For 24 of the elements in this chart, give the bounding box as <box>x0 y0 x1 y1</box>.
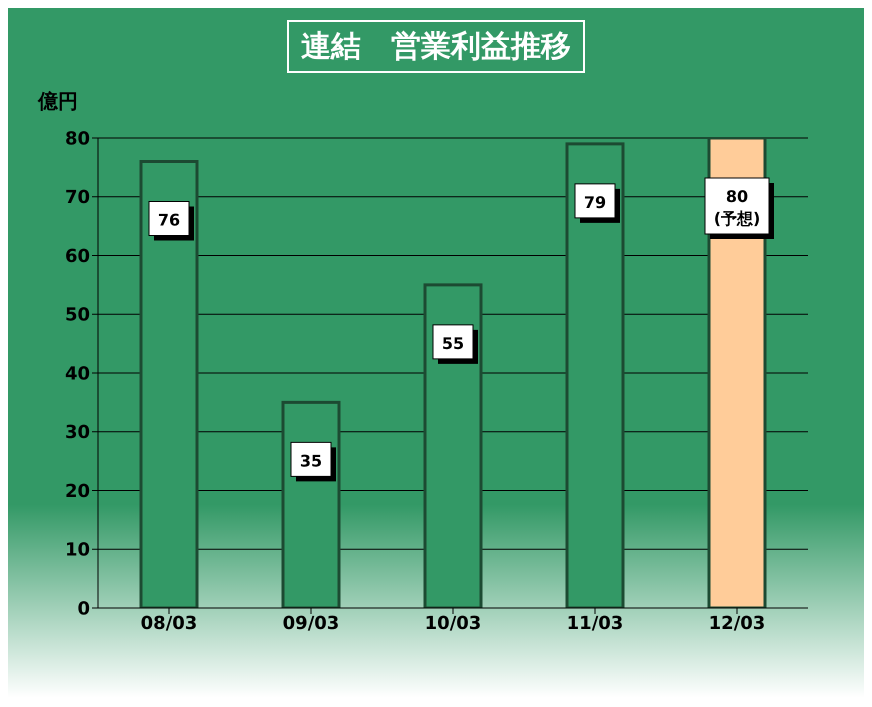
y-tick-label: 50 <box>64 304 90 326</box>
y-tick-label: 80 <box>64 128 90 150</box>
y-tick-label: 0 <box>77 598 90 620</box>
x-tick-label: 08/03 <box>140 612 198 634</box>
y-tick-label: 20 <box>64 480 90 502</box>
bar <box>140 160 198 608</box>
y-tick-label: 40 <box>64 363 90 384</box>
x-tick-label: 12/03 <box>708 612 766 634</box>
data-label: 80 (予想) <box>714 187 760 228</box>
chart-title: 連結 営業利益推移 <box>287 20 585 73</box>
data-label: 79 <box>584 192 606 212</box>
bar <box>424 283 482 608</box>
y-tick-label: 60 <box>64 246 90 267</box>
y-tick-label: 30 <box>64 422 90 444</box>
y-axis-title: 億円 <box>38 88 78 115</box>
bar <box>566 142 624 608</box>
x-tick-label: 09/03 <box>282 612 340 634</box>
data-label: 35 <box>300 451 322 470</box>
x-tick-label: 11/03 <box>566 612 624 634</box>
y-tick-label: 70 <box>64 187 90 208</box>
x-tick-label: 10/03 <box>424 612 482 634</box>
y-tick-label: 10 <box>64 540 90 561</box>
data-label: 76 <box>158 210 180 230</box>
data-label: 55 <box>442 334 464 353</box>
